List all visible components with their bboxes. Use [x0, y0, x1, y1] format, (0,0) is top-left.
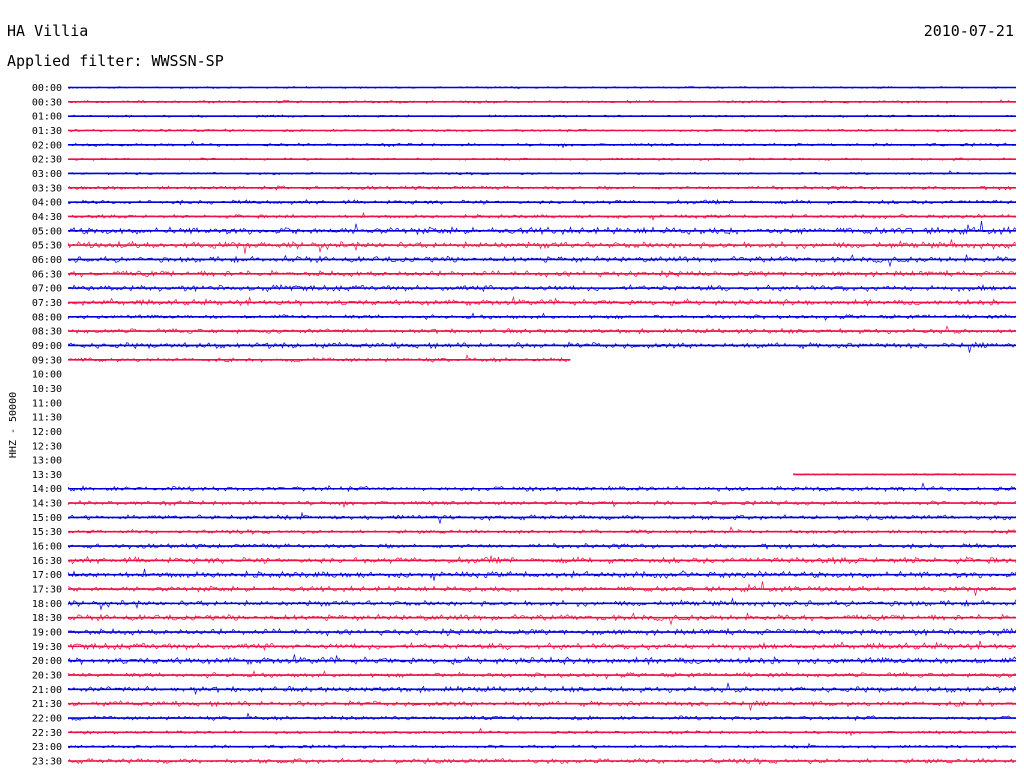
seismic-trace — [67, 597, 1017, 611]
seismic-trace — [67, 170, 1017, 176]
seismic-trace — [67, 211, 1017, 222]
time-tick-label: 18:30 — [32, 613, 62, 624]
seismic-trace — [68, 581, 1017, 596]
time-tick-label: 02:30 — [32, 155, 62, 166]
tick-label-group: 00:00 00:30 01:00 01:30 02:00 02:30 03:00 03:30… — [32, 83, 62, 768]
seismic-trace — [67, 283, 1017, 293]
seismic-trace — [67, 86, 1017, 90]
time-tick-label: 13:30 — [32, 470, 62, 481]
seismic-trace — [67, 654, 1017, 666]
y-axis-label: HHZ - 50000 — [8, 392, 19, 458]
seismic-trace — [67, 157, 1017, 162]
seismic-trace — [67, 254, 1017, 268]
time-tick-label: 19:30 — [32, 642, 62, 653]
seismic-trace — [793, 472, 1016, 476]
time-tick-label: 04:30 — [32, 212, 62, 223]
time-tick-label: 09:00 — [32, 341, 62, 352]
seismic-trace — [67, 198, 1017, 206]
seismic-trace — [67, 499, 1017, 509]
seismic-trace — [67, 295, 1017, 307]
time-tick-label: 19:00 — [32, 628, 62, 639]
time-tick-label: 07:00 — [32, 284, 62, 295]
time-tick-label: 08:00 — [32, 312, 62, 323]
time-tick-label: 05:30 — [32, 241, 62, 252]
seismic-trace — [67, 128, 1017, 133]
seismic-trace — [67, 354, 570, 363]
time-tick-label: 13:00 — [32, 456, 62, 467]
seismic-trace — [67, 239, 1017, 254]
seismic-trace — [67, 185, 1017, 191]
seismic-trace — [67, 568, 1017, 581]
time-tick-label: 15:00 — [32, 513, 62, 524]
time-tick-label: 01:00 — [32, 112, 62, 123]
filter-label: Applied filter: WWSSN-SP — [7, 52, 224, 70]
time-tick-label: 11:30 — [32, 413, 62, 424]
seismic-trace — [67, 526, 1017, 535]
time-tick-label: 01:30 — [32, 126, 62, 137]
time-tick-label: 06:00 — [32, 255, 62, 266]
seismic-trace — [67, 542, 1017, 550]
time-tick-label: 10:00 — [32, 370, 62, 381]
time-tick-label: 12:00 — [32, 427, 62, 438]
time-tick-label: 00:30 — [32, 97, 62, 108]
seismic-trace — [67, 698, 1017, 711]
seismic-trace — [67, 627, 1017, 637]
time-tick-label: 07:30 — [32, 298, 62, 309]
time-tick-label: 14:30 — [32, 499, 62, 510]
seismic-trace — [67, 140, 1017, 149]
seismic-trace — [67, 98, 1017, 104]
seismic-trace — [68, 511, 1017, 524]
station-name: HA Villia — [7, 22, 89, 40]
time-tick-label: 23:30 — [32, 757, 62, 768]
time-tick-label: 14:00 — [32, 484, 62, 495]
seismic-trace — [67, 670, 1017, 680]
time-tick-label: 04:00 — [32, 198, 62, 209]
seismic-trace — [67, 712, 1017, 722]
time-tick-label: 05:00 — [32, 226, 62, 237]
time-tick-label: 17:30 — [32, 585, 62, 596]
seismic-trace — [67, 555, 1017, 565]
seismic-trace — [67, 312, 1017, 321]
seismic-trace — [67, 757, 1017, 765]
time-tick-label: 15:30 — [32, 527, 62, 538]
time-tick-label: 16:30 — [32, 556, 62, 567]
time-tick-label: 18:00 — [32, 599, 62, 610]
seismic-trace — [67, 482, 1017, 493]
time-tick-label: 23:00 — [32, 742, 62, 753]
trace-group — [67, 86, 1017, 765]
time-tick-label: 11:00 — [32, 398, 62, 409]
seismic-trace — [67, 727, 1017, 737]
seismic-trace — [67, 742, 1017, 750]
time-tick-label: 06:30 — [32, 269, 62, 280]
seismic-trace — [67, 325, 1017, 335]
time-tick-label: 03:00 — [32, 169, 62, 180]
seismic-trace — [67, 682, 1017, 696]
time-tick-label: 20:30 — [32, 671, 62, 682]
time-tick-label: 16:00 — [32, 542, 62, 553]
seismic-trace — [67, 341, 1017, 353]
time-tick-label: 02:00 — [32, 140, 62, 151]
time-tick-label: 03:30 — [32, 183, 62, 194]
seismic-trace — [67, 220, 1017, 236]
time-tick-label: 21:30 — [32, 699, 62, 710]
seismic-trace — [67, 640, 1017, 651]
time-tick-label: 17:00 — [32, 570, 62, 581]
seismic-trace — [67, 269, 1017, 278]
time-tick-label: 08:30 — [32, 327, 62, 338]
time-tick-label: 22:30 — [32, 728, 62, 739]
time-tick-label: 00:00 — [32, 83, 62, 94]
time-tick-label: 20:00 — [32, 656, 62, 667]
time-tick-label: 12:30 — [32, 441, 62, 452]
seismic-trace — [67, 114, 1017, 119]
time-tick-label: 21:00 — [32, 685, 62, 696]
date-label: 2010-07-21 — [923, 22, 1014, 40]
seismic-trace — [67, 612, 1017, 626]
time-tick-label: 10:30 — [32, 384, 62, 395]
time-tick-label: 22:00 — [32, 714, 62, 725]
time-tick-label: 09:30 — [32, 355, 62, 366]
